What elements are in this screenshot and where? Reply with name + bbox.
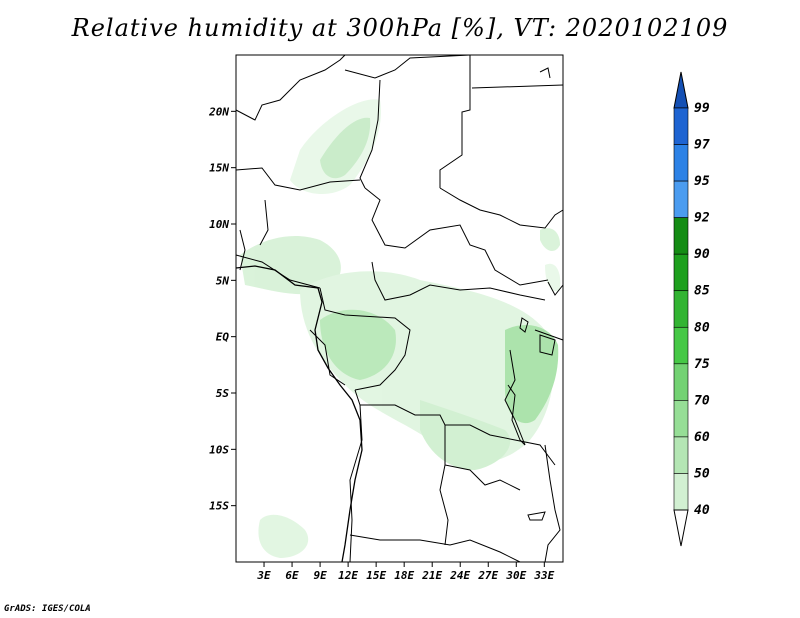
map-frame (235, 54, 564, 563)
colorbar-segment (673, 217, 689, 255)
lon-tick-label: 18E (394, 569, 414, 582)
border-line (364, 187, 549, 286)
colorbar-label: 90 (694, 247, 710, 262)
lat-tick-label: 20N (208, 105, 229, 118)
colorbar-label: 60 (694, 430, 710, 445)
colorbar-segment (673, 326, 689, 365)
colorbar: 99 97 95 92 90 85 80 75 70 60 50 40 (673, 71, 710, 547)
colorbar-segment (673, 436, 689, 474)
humidity-shading (240, 99, 561, 558)
colorbar-label: 97 (694, 138, 710, 153)
border-line (239, 229, 246, 271)
colorbar-segment (673, 144, 689, 182)
colorbar-label: 85 (694, 284, 710, 299)
lat-tick-label: 5N (216, 274, 230, 287)
colorbar-segment (673, 400, 689, 438)
border-line (349, 534, 521, 563)
humidity-area-south (420, 400, 511, 470)
border-line (309, 329, 346, 386)
border-line (471, 84, 564, 89)
border-line (439, 55, 471, 188)
border-line (547, 281, 564, 296)
lon-tick-label: 15E (366, 569, 386, 582)
humidity-area-west (240, 235, 341, 295)
humidity-area-north-core (320, 117, 371, 179)
humidity-area-central-core (320, 309, 396, 380)
border-line (349, 404, 363, 563)
colorbar-segment (673, 473, 689, 511)
colorbar-top-arrow (673, 71, 689, 109)
lon-tick-label: 24E (449, 569, 470, 582)
lake-outline (539, 67, 551, 79)
colorbar-segment (673, 107, 689, 145)
border-line (544, 444, 561, 563)
chart-title: Relative humidity at 300hPa [%], VT: 202… (71, 14, 729, 42)
humidity-area-east-core (505, 325, 559, 424)
map-panel (235, 54, 564, 563)
lat-tick-label: 15S (209, 500, 229, 513)
colorbar-label: 99 (694, 101, 710, 116)
border-line (534, 329, 564, 341)
lon-tick-label: 12E (338, 569, 358, 582)
lon-tick-label: 33E (533, 569, 554, 582)
border-line (439, 464, 449, 546)
colorbar-label: 95 (694, 174, 710, 189)
colorbar-label: 50 (694, 466, 710, 481)
border-line (371, 261, 546, 301)
lon-tick-label: 27E (477, 569, 498, 582)
coastline (235, 265, 363, 563)
lake-outline (539, 334, 556, 356)
lon-tick-label: 30E (505, 569, 526, 582)
colorbar-label: 70 (694, 393, 710, 408)
lake-outline (507, 384, 526, 446)
credit-label: GrADS: IGES/COLA (4, 604, 91, 614)
lat-tick-label: 15N (209, 162, 229, 175)
lat-tick-label: 10N (209, 218, 229, 231)
lon-tick-label: 21E (421, 569, 442, 582)
border-line (444, 425, 521, 491)
border-line (504, 349, 526, 446)
border-line (439, 187, 564, 229)
colorbar-label: 40 (694, 503, 710, 518)
border-line (319, 287, 411, 391)
humidity-area-sw (258, 514, 309, 558)
border-line (259, 199, 269, 246)
longitude-axis: 3E 6E 9E 12E 15E 18E 21E 24E 27E 30E 33E (256, 562, 555, 582)
colorbar-bottom-arrow (673, 509, 689, 547)
border-line (344, 54, 471, 79)
lake-outline (527, 511, 546, 521)
colorbar-label: 92 (694, 211, 710, 226)
border-line (235, 167, 361, 191)
humidity-area-ne-patch (540, 228, 560, 252)
colorbar-segment (673, 253, 689, 292)
colorbar-segment (673, 363, 689, 401)
lake-outline (519, 317, 529, 333)
lat-tick-label: EQ (216, 331, 230, 344)
lat-tick-label: 5S (216, 387, 230, 400)
lon-tick-label: 3E (256, 569, 271, 582)
border-line (359, 79, 381, 189)
lon-tick-label: 9E (313, 569, 327, 582)
lon-tick-label: 6E (285, 569, 299, 582)
latitude-axis: 20N 15N 10N 5N EQ 5S 10S 15S (208, 105, 236, 513)
country-borders (235, 54, 564, 563)
border-line (235, 54, 346, 121)
colorbar-segment (673, 290, 689, 328)
lat-tick-label: 10S (209, 443, 229, 456)
colorbar-label: 80 (694, 320, 710, 335)
colorbar-label: 75 (694, 357, 710, 372)
colorbar-segment (673, 180, 689, 218)
